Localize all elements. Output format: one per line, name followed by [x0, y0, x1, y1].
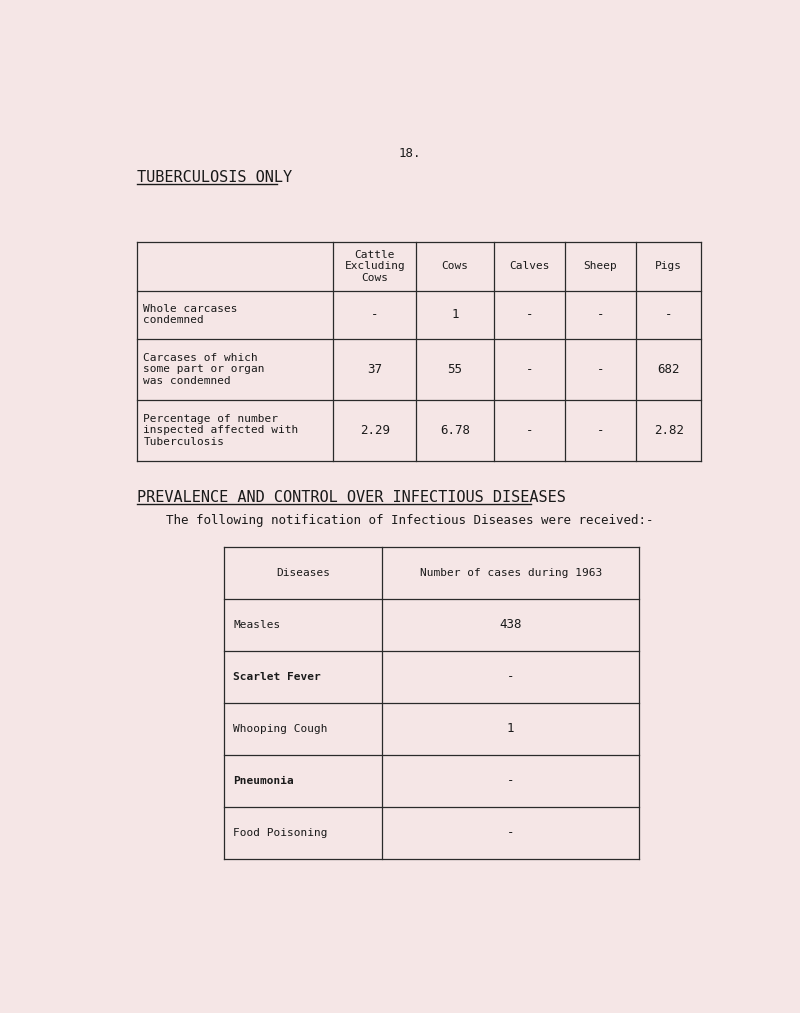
Text: 1: 1 — [451, 308, 458, 321]
Text: 438: 438 — [499, 618, 522, 631]
Text: -: - — [526, 423, 533, 437]
Text: Sheep: Sheep — [583, 261, 618, 271]
Text: 6.78: 6.78 — [440, 423, 470, 437]
Text: -: - — [526, 363, 533, 376]
Text: Calves: Calves — [509, 261, 550, 271]
Text: Food Poisoning: Food Poisoning — [234, 828, 328, 838]
Text: 18.: 18. — [398, 147, 422, 159]
Text: 37: 37 — [367, 363, 382, 376]
Text: -: - — [507, 671, 514, 683]
Text: 55: 55 — [447, 363, 462, 376]
Text: -: - — [371, 308, 378, 321]
Text: Measles: Measles — [234, 620, 281, 630]
Text: Cows: Cows — [442, 261, 469, 271]
Text: 1: 1 — [507, 722, 514, 735]
Text: Percentage of number
inspected affected with
Tuberculosis: Percentage of number inspected affected … — [143, 413, 298, 447]
Text: -: - — [665, 308, 673, 321]
Text: -: - — [507, 774, 514, 787]
Text: Cattle
Excluding
Cows: Cattle Excluding Cows — [344, 250, 405, 283]
Text: 2.82: 2.82 — [654, 423, 684, 437]
Text: The following notification of Infectious Diseases were received:-: The following notification of Infectious… — [166, 514, 654, 527]
Text: Whooping Cough: Whooping Cough — [234, 723, 328, 733]
Text: Pneumonia: Pneumonia — [234, 776, 294, 786]
Text: Diseases: Diseases — [276, 567, 330, 577]
Text: -: - — [597, 423, 604, 437]
Text: PREVALENCE AND CONTROL OVER INFECTIOUS DISEASES: PREVALENCE AND CONTROL OVER INFECTIOUS D… — [138, 489, 566, 504]
Text: Number of cases during 1963: Number of cases during 1963 — [419, 567, 602, 577]
Text: Scarlet Fever: Scarlet Fever — [234, 672, 321, 682]
Text: 682: 682 — [658, 363, 680, 376]
Text: Carcases of which
some part or organ
was condemned: Carcases of which some part or organ was… — [143, 353, 265, 386]
Text: -: - — [507, 827, 514, 839]
Text: 2.29: 2.29 — [360, 423, 390, 437]
Text: Pigs: Pigs — [655, 261, 682, 271]
Text: Whole carcases
condemned: Whole carcases condemned — [143, 304, 238, 325]
Text: -: - — [597, 308, 604, 321]
Text: -: - — [597, 363, 604, 376]
Text: TUBERCULOSIS ONLY: TUBERCULOSIS ONLY — [138, 170, 292, 185]
Text: -: - — [526, 308, 533, 321]
